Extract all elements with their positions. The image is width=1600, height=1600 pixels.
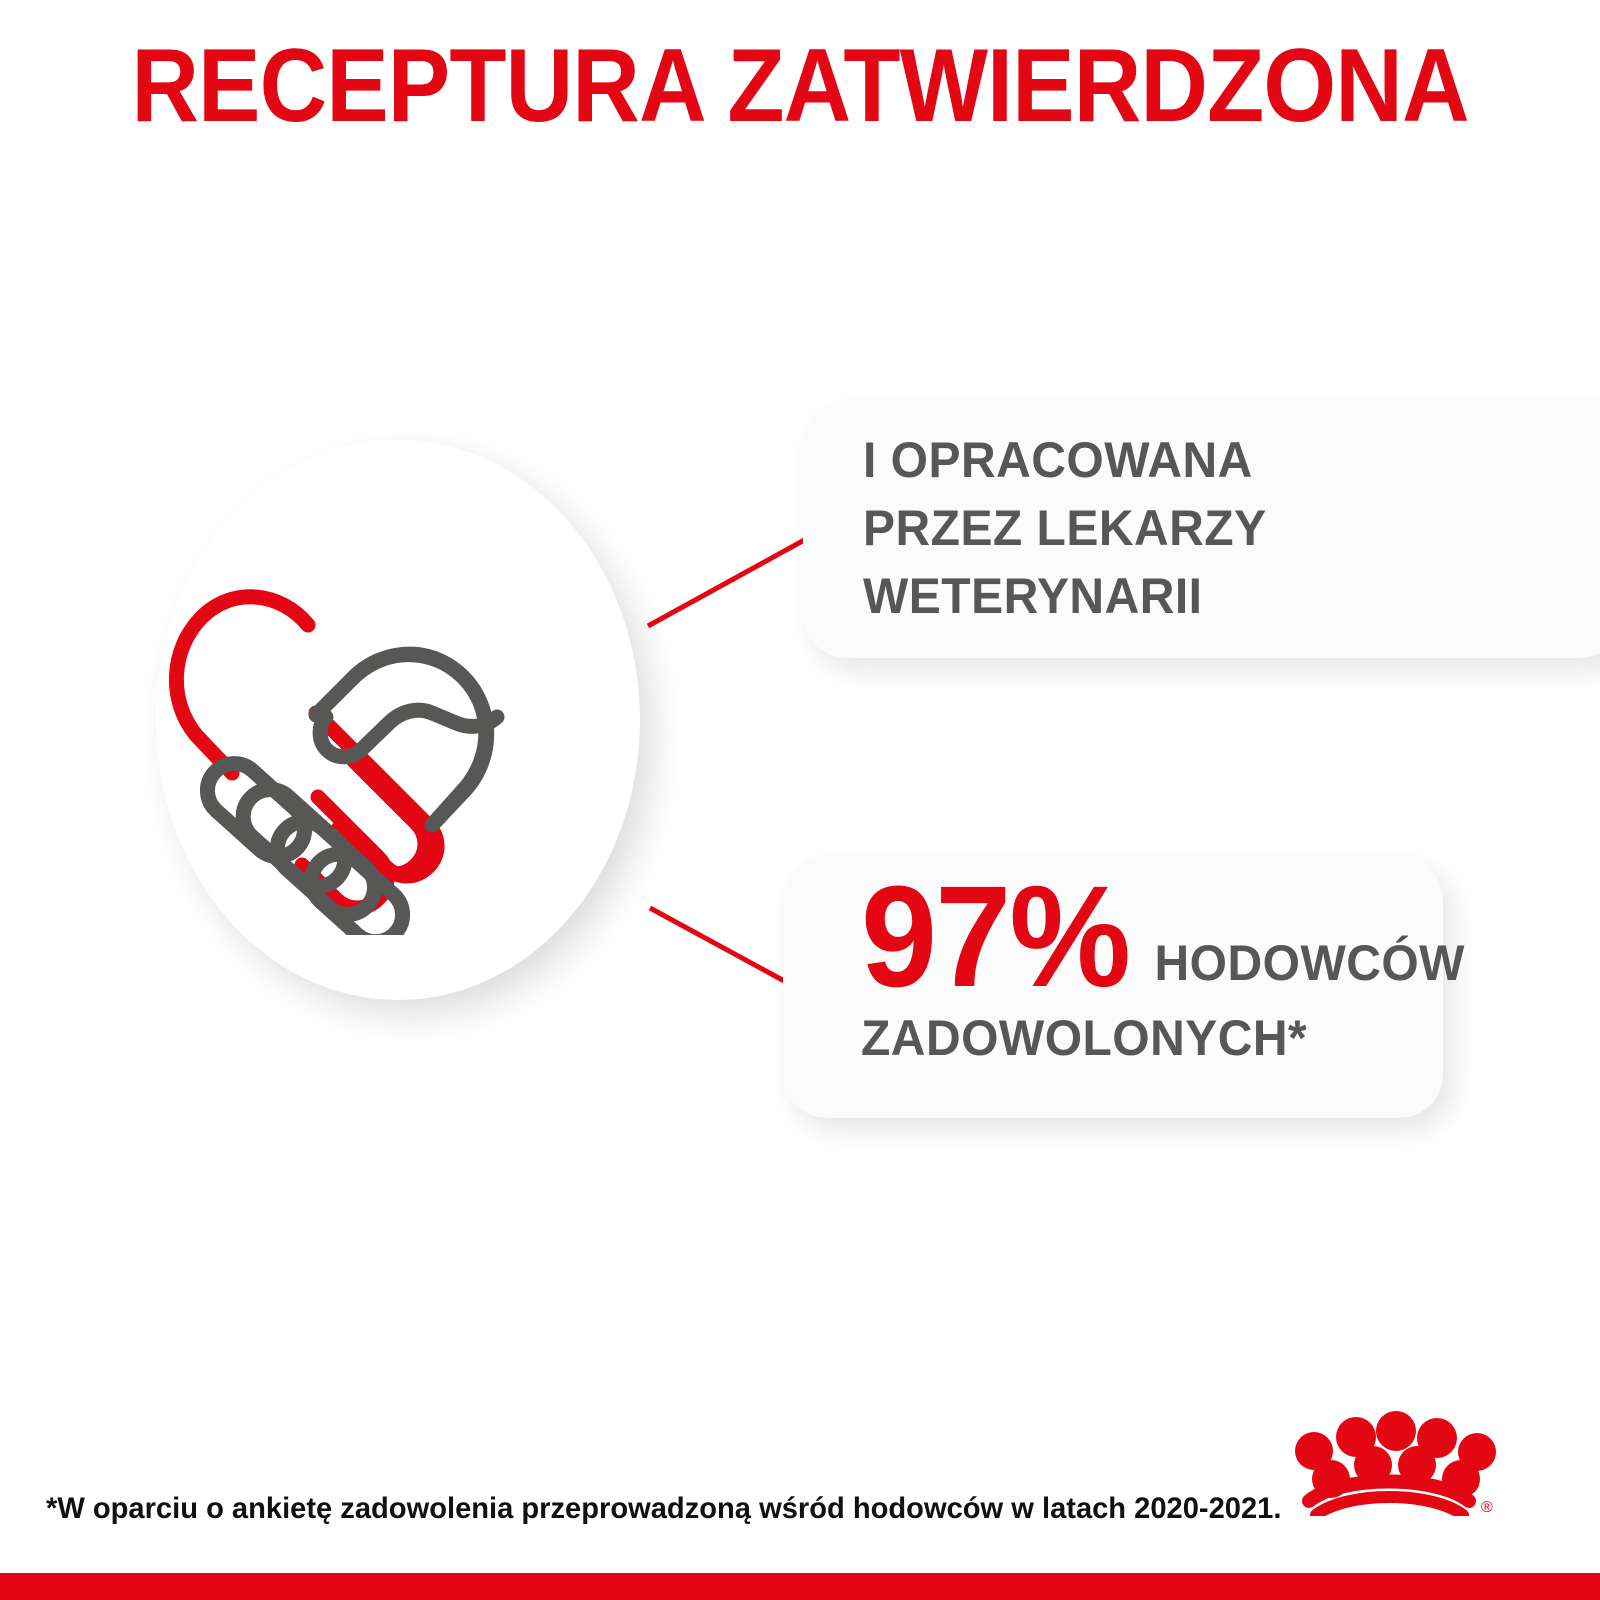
page-title: RECEPTURA ZATWIERDZONA [131, 28, 1469, 144]
card-breeder-satisfaction: 97% HODOWCÓW ZADOWOLONYCH* [783, 856, 1465, 1118]
bottom-brand-bar [0, 1573, 1600, 1600]
connector-line-top [646, 535, 810, 629]
stat-percentage: 97% [861, 856, 1131, 1017]
card-developed-by-vets: I OPRACOWANA PRZEZ LEKARZY WETERYNARII [803, 400, 1600, 658]
footnote-text: *W oparciu o ankietę zadowolenia przepro… [46, 1492, 1282, 1525]
royal-canin-crown-logo: ® [1295, 1411, 1496, 1516]
stat-first-line: 97% HODOWCÓW [861, 856, 1479, 1017]
card-vets-text: I OPRACOWANA PRZEZ LEKARZY WETERYNARII [863, 432, 1267, 624]
handshake-heart-icon [169, 589, 505, 935]
stat-label-breeders: HODOWCÓW [1154, 935, 1466, 991]
stat-label-satisfied: ZADOWOLONYCH* [861, 1010, 1308, 1066]
trademark-symbol: ® [1481, 1499, 1493, 1516]
